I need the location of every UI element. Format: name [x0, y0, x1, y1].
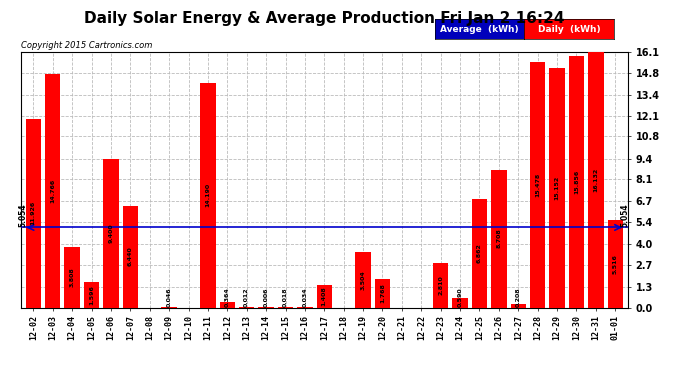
Bar [317, 285, 332, 308]
Text: 1.408: 1.408 [322, 286, 327, 306]
Text: 0.590: 0.590 [457, 287, 462, 307]
Bar [569, 56, 584, 308]
Text: 15.856: 15.856 [574, 170, 579, 194]
Text: 8.708: 8.708 [496, 229, 502, 248]
Bar [161, 307, 177, 308]
Bar [588, 52, 604, 308]
Text: 14.766: 14.766 [50, 178, 55, 203]
Text: 11.926: 11.926 [31, 201, 36, 225]
Bar [530, 62, 546, 308]
Text: 5.054: 5.054 [621, 204, 630, 228]
Bar [200, 83, 216, 308]
Bar [64, 247, 80, 308]
Bar [297, 307, 313, 308]
Bar [355, 252, 371, 308]
Text: 9.400: 9.400 [108, 223, 113, 243]
Text: Average  (kWh): Average (kWh) [440, 25, 519, 34]
Text: 3.504: 3.504 [361, 270, 366, 290]
Text: 0.006: 0.006 [264, 287, 268, 307]
Text: 0.364: 0.364 [225, 287, 230, 307]
Text: 15.478: 15.478 [535, 173, 540, 197]
Bar [123, 206, 138, 308]
Bar [549, 68, 565, 308]
Bar [433, 263, 448, 308]
Text: 0.018: 0.018 [283, 287, 288, 307]
Bar [26, 118, 41, 308]
Text: 3.808: 3.808 [70, 267, 75, 287]
Bar [375, 279, 391, 308]
Bar [511, 304, 526, 307]
Text: 6.862: 6.862 [477, 243, 482, 263]
Text: 1.596: 1.596 [89, 285, 94, 305]
Bar [491, 170, 506, 308]
Bar [103, 159, 119, 308]
Text: Daily Solar Energy & Average Production Fri Jan 2 16:24: Daily Solar Energy & Average Production … [84, 11, 564, 26]
Text: 15.152: 15.152 [555, 176, 560, 200]
Text: 16.132: 16.132 [593, 168, 598, 192]
Text: 0.208: 0.208 [516, 287, 521, 307]
Text: 1.768: 1.768 [380, 284, 385, 303]
Bar [453, 298, 468, 307]
Bar [607, 220, 623, 308]
Bar [83, 282, 99, 308]
Bar [45, 74, 61, 308]
Bar [472, 199, 487, 308]
Text: 0.046: 0.046 [166, 287, 172, 307]
Text: 14.190: 14.190 [206, 183, 210, 207]
Text: Copyright 2015 Cartronics.com: Copyright 2015 Cartronics.com [21, 41, 152, 50]
Text: 0.034: 0.034 [302, 287, 308, 307]
Text: 6.440: 6.440 [128, 247, 132, 266]
Text: 2.810: 2.810 [438, 275, 443, 295]
Bar [219, 302, 235, 307]
Text: Daily  (kWh): Daily (kWh) [538, 25, 600, 34]
Text: 5.516: 5.516 [613, 254, 618, 274]
Text: 5.054: 5.054 [19, 204, 28, 228]
Text: 0.012: 0.012 [244, 287, 249, 307]
